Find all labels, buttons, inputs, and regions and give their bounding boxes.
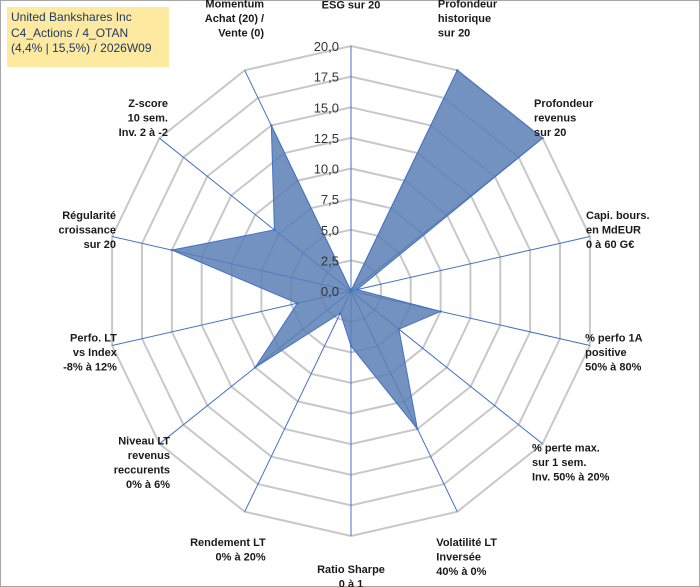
axis-label-line: Z-score: [128, 98, 168, 110]
tick-label: 15,0: [314, 100, 339, 115]
data-point: [439, 310, 442, 313]
axis-label: Ratio Sharpe 0 à 1: [317, 564, 385, 587]
axis-label: Rendement LT 0% à 20%: [190, 537, 266, 564]
axis-label-line: 0% à 20%: [216, 551, 266, 563]
axis-labels: NoteESG sur 20 Profondeur historique sur 20…: [59, 0, 650, 587]
axis-label-line: historique: [438, 13, 491, 25]
tick-label: 12,5: [314, 131, 339, 146]
tick-label: 5,0: [321, 223, 339, 238]
axis-label-line: Perfo. LT: [70, 332, 117, 344]
axis-label: Profondeur revenus sur 20: [534, 98, 594, 139]
axis-label: Capi. bours. en MdEUR 0 à 60 G€: [586, 210, 650, 251]
axis-label-line: % perte max.: [532, 443, 600, 455]
axis-label-line: % perfo 1A: [585, 332, 643, 344]
axis-label: Perfo. LT vs Index -8% à 12%: [63, 332, 118, 373]
axis-label-line: Niveau LT: [118, 436, 170, 448]
axis-label-line: -8% à 12%: [63, 361, 117, 373]
tick-label: 7,5: [321, 192, 339, 207]
axis-label: Z-score 10 sem. Inv. 2 à -2: [119, 98, 168, 139]
axis-label-line: Achat (20) /: [205, 13, 264, 25]
axis-label-line: Profondeur: [534, 98, 594, 110]
data-point: [456, 69, 459, 72]
series-area: [170, 69, 544, 430]
axis-label-line: 0 à 60 G€: [586, 239, 634, 251]
axis-label-line: Capi. bours.: [586, 210, 650, 222]
axis-label-line: Profondeur: [438, 0, 498, 11]
axis-label: NoteESG sur 20: [322, 0, 381, 12]
axis-label-line: 40% à 0%: [436, 566, 486, 578]
axis-label-line: ESG sur 20: [322, 0, 381, 12]
axis-label-line: 10 sem.: [128, 113, 168, 125]
axis-label-line: sur 1 sem.: [532, 457, 586, 469]
chart-title-box: United Bankshares Inc C4_Actions / 4_OTA…: [7, 7, 169, 67]
axis-label-line: positive: [585, 347, 627, 359]
performance-stats: (4,4% | 15,5%) / 2026W09: [11, 41, 152, 55]
data-point: [254, 366, 257, 369]
data-point: [355, 288, 359, 291]
data-point: [349, 289, 353, 293]
axis-label-line: sur 20: [84, 239, 116, 251]
tick-label: 17,5: [314, 70, 339, 85]
tick-label: 2,5: [321, 253, 339, 268]
axis-label-line: 0 à 1: [339, 579, 363, 587]
data-point: [416, 427, 419, 431]
data-point: [339, 311, 342, 315]
data-point: [349, 344, 353, 348]
axis-label-line: revenus: [128, 450, 170, 462]
axis-label-line: Volatilité LT: [436, 537, 497, 549]
data-point: [397, 328, 401, 331]
axis-label: Volatilité LT Inversée 40% à 0%: [436, 537, 497, 578]
tick-label: 20,0: [314, 39, 339, 54]
axis-label-line: revenus: [534, 113, 576, 125]
data-point: [270, 124, 273, 127]
axis-label-line: Inv. 50% à 20%: [532, 472, 610, 484]
axis-label: % perfo 1A positive 50% à 80%: [585, 332, 643, 373]
axis-label-line: Inversée: [436, 551, 481, 563]
axis-label-line: vs Index: [73, 347, 118, 359]
axis-label-line: Momentum: [205, 0, 264, 11]
axis-label-line: Régularité: [62, 210, 116, 222]
axis-spoke: [350, 236, 591, 292]
portfolio-name: C4_Actions / 4_OTAN: [11, 25, 129, 40]
axis-label-line: Rendement LT: [190, 537, 266, 549]
tick-label: 10,0: [314, 162, 339, 177]
axis-label-line: Ratio Sharpe: [317, 564, 385, 576]
axis-spoke: [244, 290, 352, 512]
axis-label-line: 0% à 6%: [126, 479, 170, 491]
axis-label-line: en MdEUR: [586, 224, 641, 236]
data-point: [296, 302, 299, 305]
tick-label: 0,0: [321, 284, 339, 299]
data-point: [273, 228, 276, 232]
axis-label-line: Inv. 2 à -2: [119, 127, 168, 139]
axis-label: % perte max. sur 1 sem. Inv. 50% à 20%: [532, 443, 610, 484]
axis-label-line: sur 20: [438, 28, 470, 40]
axis-label-line: reccurents: [114, 465, 170, 477]
axis-label-line: croissance: [59, 224, 116, 236]
axis-label: Régularité croissance sur 20: [59, 210, 116, 251]
radial-tick-labels: 0,0 2,5 5,0 7,5 10,0 12,5 15,0 17,5 20,0: [314, 39, 339, 299]
axis-label: Momentum Achat (20) / Vente (0): [205, 0, 265, 40]
axis-label: Niveau LT revenus reccurents 0% à 6%: [114, 436, 171, 492]
axis-label-line: sur 20: [534, 127, 566, 139]
axis-label-line: 50% à 80%: [585, 361, 641, 373]
data-point: [541, 137, 544, 140]
data-point: [170, 248, 174, 252]
radar-series: [170, 69, 544, 431]
company-name: United Bankshares Inc: [11, 10, 132, 24]
axis-label: Profondeur historique sur 20: [438, 0, 498, 40]
axis-label-line: Vente (0): [218, 28, 264, 40]
